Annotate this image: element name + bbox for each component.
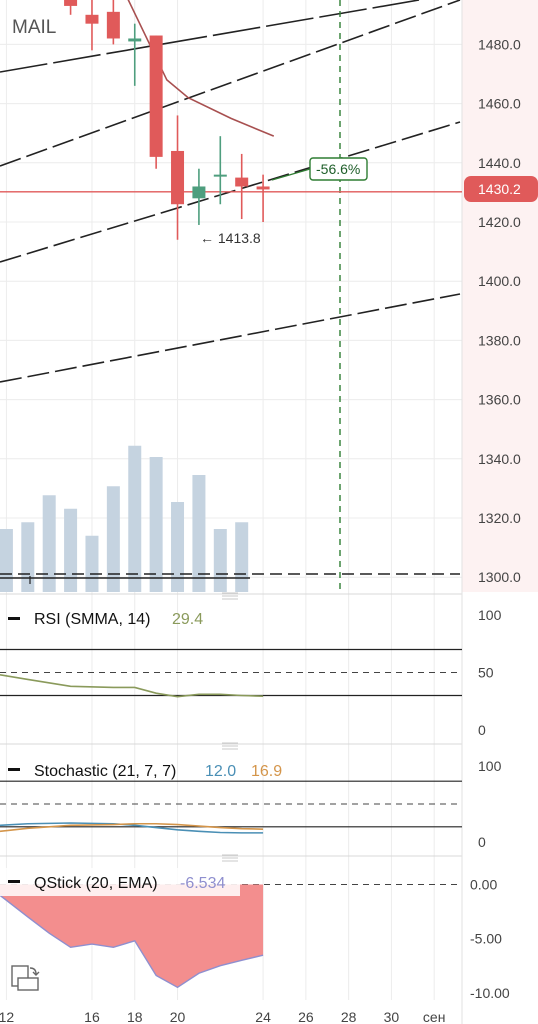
drag-handle-icon[interactable] [222, 742, 238, 750]
volume-bar [21, 522, 35, 592]
rsi-header: RSI (SMMA, 14) 29.4 [8, 611, 203, 628]
volume-bar [235, 522, 249, 592]
price-tick-label: 1440.0 [478, 155, 521, 171]
volume-bar [128, 445, 142, 592]
percent-label[interactable]: -56.6% [271, 157, 368, 181]
indicator-tick-label: -5.00 [470, 931, 502, 947]
price-tick-label: 1460.0 [478, 96, 521, 112]
price-tick-label: 1380.0 [478, 332, 521, 348]
candle-body [106, 11, 120, 39]
qstick-value: -6.534 [180, 875, 225, 892]
date-tick-label: 26 [298, 1009, 314, 1024]
rsi-panel[interactable]: 100 50 0 [0, 607, 502, 738]
x-axis: 12 16 18 20 24 26 28 30 сен [0, 1009, 445, 1024]
qstick-line [0, 894, 264, 989]
trendline-channel-top[interactable] [0, 0, 461, 167]
qstick-panel[interactable]: 0.00 -5.00 -10.00 [0, 876, 510, 1001]
stochastic-k-line [0, 822, 264, 834]
volume-bar [85, 535, 99, 592]
stochastic-header: Stochastic (21, 7, 7) 12.0 16.9 [8, 763, 282, 780]
date-tick-label: 24 [255, 1009, 271, 1024]
stochastic-k-value: 12.0 [205, 763, 236, 780]
date-tick-label: 16 [84, 1009, 100, 1024]
volume-bars [0, 445, 249, 592]
ticker-label: MAIL [12, 17, 56, 38]
stochastic-panel[interactable]: 100 0 [0, 758, 502, 850]
candle-body [64, 0, 78, 6]
drag-handle-icon[interactable] [222, 592, 238, 600]
qstick-header: QStick (20, EMA) -6.534 [0, 868, 240, 896]
date-tick-label: 20 [170, 1009, 186, 1024]
volume-bar [149, 457, 163, 592]
qstick-area [0, 884, 264, 988]
screenshot-icon[interactable] [11, 965, 40, 991]
indicator-tick-label: 0 [478, 834, 486, 850]
percent-label-text: -56.6% [316, 161, 360, 177]
candle-body [235, 177, 249, 187]
stochastic-d-value: 16.9 [251, 763, 282, 780]
candle-body [128, 38, 142, 42]
price-tick-label: 1480.0 [478, 36, 521, 52]
volume-bar [42, 495, 56, 592]
indicator-tick-label: 100 [478, 758, 502, 774]
rsi-line [0, 674, 264, 698]
price-tick-label: 1320.0 [478, 510, 521, 526]
volume-bar [106, 486, 120, 592]
stochastic-title: Stochastic (21, 7, 7) [34, 763, 176, 780]
grid [0, 0, 462, 1000]
trendline-upper[interactable] [0, 0, 420, 73]
panel-dividers [0, 0, 463, 1024]
candle-body [256, 186, 270, 190]
date-tick-label: 28 [341, 1009, 357, 1024]
date-tick-label: 12 [0, 1009, 14, 1024]
candle-body [213, 174, 227, 177]
stochastic-d-line [0, 822, 264, 833]
indicator-tick-label: 0.00 [470, 876, 497, 892]
volume-bar [0, 529, 13, 592]
date-tick-label: 18 [127, 1009, 143, 1024]
moving-average-line [127, 0, 275, 137]
rsi-title: RSI (SMMA, 14) [34, 611, 150, 628]
candle-body [171, 150, 185, 205]
candle-body [85, 14, 99, 24]
indicator-tick-label: 0 [478, 722, 486, 738]
axis-labels: 1480.0 1460.0 1440.0 1420.0 1400.0 1380.0 1360… [478, 36, 521, 585]
rsi-value: 29.4 [172, 611, 203, 628]
price-tick-label: 1420.0 [478, 214, 521, 230]
price-axis-panel [462, 0, 538, 592]
low-annotation: ← 1413.8 [200, 230, 261, 246]
candle-body [149, 35, 163, 157]
price-tick-label: 1360.0 [478, 392, 521, 408]
price-tag: 1430.2 [464, 176, 538, 202]
volume-bar [171, 502, 185, 592]
date-tick-label: сен [423, 1009, 446, 1024]
indicator-tick-label: -10.00 [470, 985, 510, 1001]
volume-bar [192, 475, 206, 592]
price-tick-label: 1300.0 [478, 569, 521, 585]
indicator-tick-label: 100 [478, 607, 502, 623]
candle-body [192, 186, 206, 199]
trendline-lower[interactable] [0, 293, 461, 383]
indicator-tick-label: 50 [478, 665, 494, 681]
qstick-title: QStick (20, EMA) [34, 875, 158, 892]
candlesticks [64, 0, 270, 240]
volume-bar [213, 529, 227, 592]
date-tick-label: 30 [384, 1009, 400, 1024]
price-tag-text: 1430.2 [478, 181, 521, 197]
drag-handle-icon[interactable] [222, 854, 238, 862]
price-tick-label: 1340.0 [478, 451, 521, 467]
price-tick-label: 1400.0 [478, 273, 521, 289]
volume-bar [64, 508, 78, 592]
